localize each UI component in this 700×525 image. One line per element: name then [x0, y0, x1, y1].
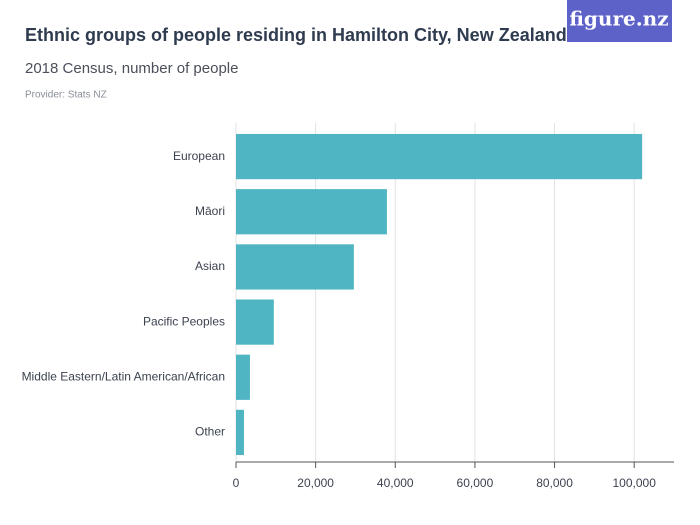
y-tick-label: European	[173, 149, 225, 163]
x-tick-label: 40,000	[377, 476, 414, 490]
bar	[236, 244, 354, 290]
chart-title: Ethnic groups of people residing in Hami…	[25, 25, 567, 45]
bar	[236, 299, 274, 345]
y-tick-label: Māori	[195, 204, 225, 218]
y-tick-label: Asian	[195, 259, 225, 273]
x-tick-label: 60,000	[457, 476, 494, 490]
y-tick-label: Middle Eastern/Latin American/African	[22, 369, 225, 383]
x-tick-label: 20,000	[297, 476, 334, 490]
bar	[236, 189, 387, 235]
bar	[236, 133, 643, 180]
x-tick-label: 0	[233, 476, 240, 490]
y-tick-label: Pacific Peoples	[143, 314, 225, 328]
bar	[236, 354, 250, 400]
bar	[236, 409, 244, 456]
x-tick-label: 80,000	[536, 476, 573, 490]
y-tick-label: Other	[195, 425, 225, 439]
chart-subtitle: 2018 Census, number of people	[25, 60, 238, 77]
source: Provider: Stats NZ	[25, 90, 107, 101]
x-tick-label: 100,000	[612, 476, 656, 490]
logo[interactable]: figure.nz	[569, 7, 668, 31]
logo-box[interactable]	[567, 0, 672, 42]
